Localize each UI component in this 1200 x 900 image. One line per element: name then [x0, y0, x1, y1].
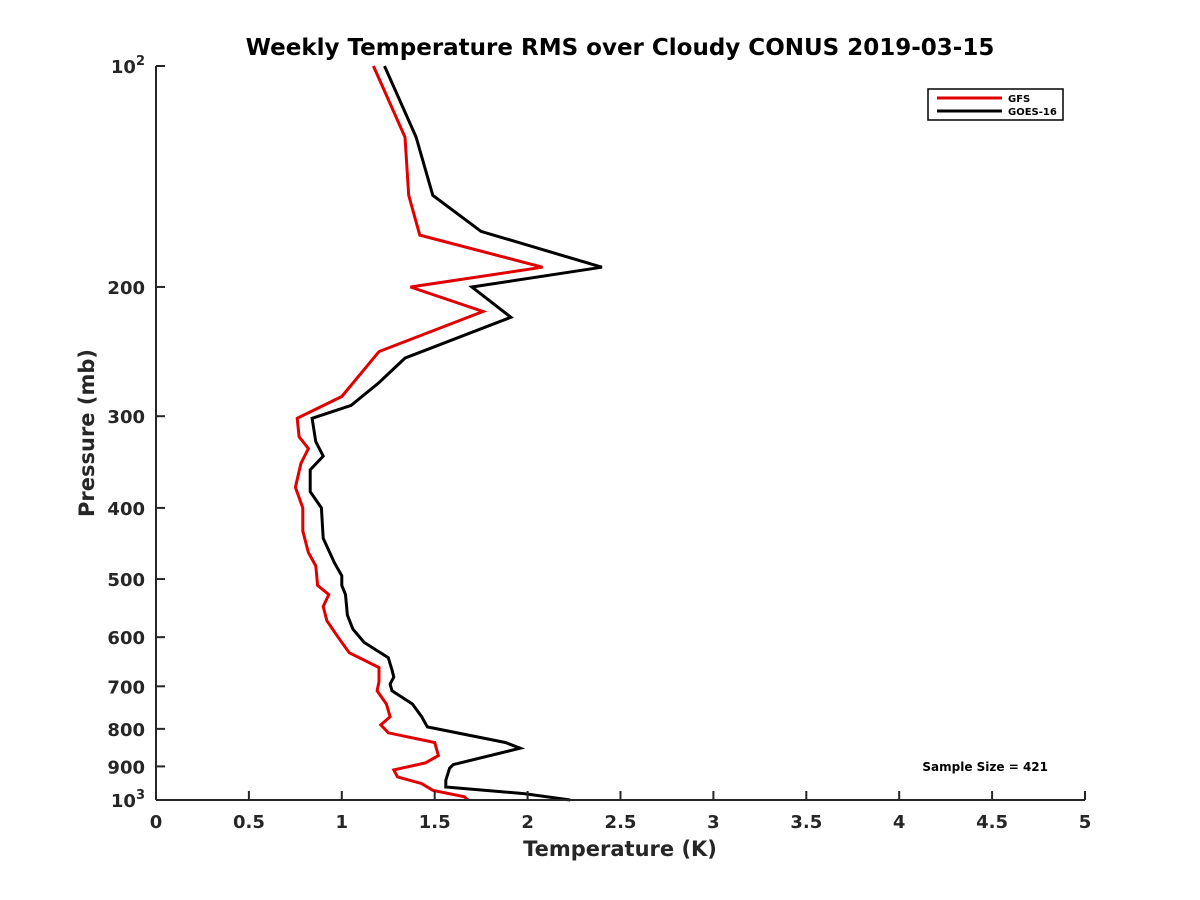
x-tick-label: 4	[893, 812, 906, 833]
y-tick-label: 200	[107, 278, 145, 299]
y-tick-label: 700	[107, 677, 145, 698]
series-line-goes-16	[308, 65, 603, 802]
x-tick-label: 4.5	[976, 812, 1008, 833]
y-tick-label: 500	[107, 570, 145, 591]
ticks-layer: 0 0.5 1 1.5 2 2.5 3 3.5 4 4.5 5 102 200 300 400 500 600 7…	[107, 54, 1091, 833]
x-tick-label: 2	[521, 812, 534, 833]
x-tick-label: 1	[336, 812, 349, 833]
x-axis-label: Temperature (K)	[523, 837, 717, 861]
y-tick-label: 300	[107, 407, 145, 428]
x-tick-label: 3	[707, 812, 720, 833]
series-line-gfs	[293, 65, 543, 802]
series-layer	[293, 65, 603, 802]
x-tick-label: 3.5	[790, 812, 822, 833]
chart-title: Weekly Temperature RMS over Cloudy CONUS…	[246, 35, 995, 61]
y-tick-label: 900	[107, 757, 145, 778]
legend: GFS GOES-16	[927, 88, 1064, 121]
x-tick-label: 0.5	[233, 812, 265, 833]
x-tick-label: 1.5	[419, 812, 451, 833]
legend-label: GFS	[1008, 94, 1030, 105]
y-axis-label: Pressure (mb)	[75, 349, 99, 517]
legend-label: GOES-16	[1008, 107, 1057, 118]
y-tick-label: 400	[107, 499, 145, 520]
y-tick-label: 800	[107, 720, 145, 741]
y-tick-label: 102	[111, 54, 145, 78]
x-tick-label: 0	[150, 812, 163, 833]
legend-box	[927, 88, 1064, 121]
y-tick-label: 103	[111, 788, 145, 812]
x-tick-label: 2.5	[605, 812, 637, 833]
y-tick-label: 600	[107, 628, 145, 649]
x-tick-label: 5	[1079, 812, 1092, 833]
sample-size-annotation: Sample Size = 421	[922, 760, 1048, 774]
